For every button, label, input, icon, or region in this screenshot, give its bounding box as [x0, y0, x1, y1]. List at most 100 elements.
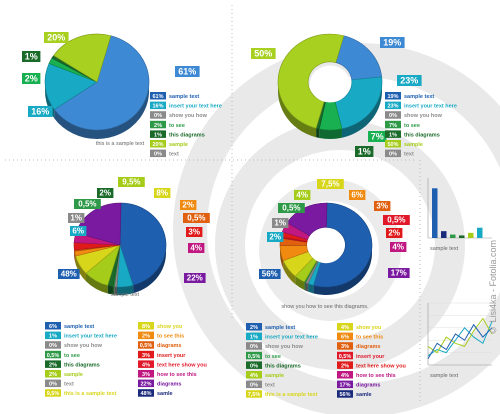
- top-left-value-label: 20%: [44, 32, 69, 43]
- top-right-label-text: 19%: [383, 38, 401, 48]
- bottom-right-legend-text: to see: [265, 354, 281, 360]
- bottom-right-legend-value: 17%: [339, 383, 350, 389]
- bottom-left-label-text: 0,5%: [187, 214, 205, 223]
- bottom-left-label-text: 48%: [61, 270, 77, 279]
- mini-line-series: [427, 323, 493, 360]
- bottom-right-legend-value: 7,5%: [248, 392, 261, 398]
- top-left-legend-value: 2%: [154, 123, 162, 129]
- bottom-right-legend-item: 7,5% this is a sample text: [246, 390, 317, 398]
- bottom-left-label-box: [188, 243, 205, 253]
- bottom-left-legend-value: 4%: [142, 362, 150, 368]
- top-right-value-label: 23%: [397, 75, 422, 86]
- bottom-right-label-text: 4%: [392, 243, 404, 252]
- top-left-legend-swatch: [150, 130, 166, 138]
- top-left-legend-text: show you how: [169, 113, 208, 119]
- bottom-right-label-box: [383, 215, 410, 225]
- bottom-left-label-box: [154, 188, 171, 198]
- bottom-right-legend-value: 0%: [250, 344, 258, 350]
- bottom-left-label-text: 2%: [182, 201, 194, 210]
- bottom-right-label-text: 1%: [274, 219, 286, 228]
- bottom-left-value-label: 0,5%: [74, 199, 101, 209]
- bottom-right-legend-text: text: [265, 383, 275, 389]
- bottom-left-legend-value: 9,5%: [47, 391, 60, 397]
- bottom-right-legend-swatch: [246, 380, 262, 389]
- mini-bar: [477, 227, 483, 238]
- bottom-right-legend-swatch: [337, 390, 353, 398]
- top-right-legend-swatch: [385, 130, 401, 138]
- top-left-legend-swatch: [150, 140, 166, 148]
- bottom-left-legend-swatch: [45, 389, 61, 397]
- bottom-left-legend-value: 3%: [142, 372, 150, 378]
- top-left-legend-text: insert your text here: [169, 104, 222, 110]
- bottom-left-label-box: [118, 177, 145, 187]
- bottom-left-legend-swatch: [45, 370, 61, 378]
- top-left-chart: 61% 16% 2% 1% 20% this is a sample text: [22, 32, 200, 147]
- bottom-right-legend-swatch: [337, 351, 353, 360]
- top-right-value-label: 19%: [380, 37, 405, 48]
- top-right-label-text: 50%: [254, 49, 272, 59]
- bottom-left-value-label: 6%: [70, 226, 87, 236]
- bottom-left-legend-text: diagrams: [157, 343, 181, 349]
- bottom-left-legend-text: this diagrams: [64, 362, 100, 368]
- bottom-left-legend-text: how to see this: [157, 372, 197, 378]
- mini-bar-caption: sample text: [430, 246, 459, 252]
- top-right-slice-side: [341, 76, 382, 138]
- bottom-left-label-text: 2%: [99, 189, 111, 198]
- bottom-right-legend-text: how to see this: [356, 373, 396, 379]
- bottom-right-legend-text: insert your text here: [265, 335, 318, 341]
- top-right-value-label: 1%: [355, 146, 374, 157]
- bottom-right-legend-value: 4%: [341, 373, 349, 379]
- bottom-left-value-label: 3%: [186, 227, 203, 237]
- top-left-legend-swatch: [150, 149, 166, 158]
- bottom-right-legend-text: to see this: [356, 335, 383, 341]
- bottom-right-label-text: 0,5%: [387, 216, 405, 225]
- bottom-right-caption: show you how to see this diagrams.: [281, 304, 369, 310]
- bottom-right-label-text: 2%: [269, 233, 281, 242]
- bottom-left-value-label: 22%: [184, 273, 206, 283]
- bottom-left-legend-value: 0%: [49, 382, 57, 388]
- top-left-legend-swatch: [150, 92, 166, 100]
- top-right-legend-value: 23%: [387, 104, 398, 110]
- bottom-left-slice-side: [107, 285, 113, 295]
- bottom-right-value-label: 6%: [349, 190, 366, 200]
- bottom-left-legend-text: to see: [64, 353, 80, 359]
- bottom-left-legend-swatch: [45, 322, 61, 330]
- top-left-value-label: 1%: [22, 51, 41, 62]
- mini-bar: [468, 232, 474, 238]
- top-right-legend-value: 0%: [389, 113, 397, 119]
- bottom-right-legend-value: 2%: [250, 325, 258, 331]
- top-right-legend-text: text: [404, 152, 414, 158]
- top-left-legend-item: 2% to see: [150, 120, 185, 129]
- bottom-left-legend-item: 9,5% this is a sample text: [45, 389, 116, 397]
- bottom-right-value-label: 3%: [374, 201, 391, 211]
- bottom-right-legend-item: 4% show you: [337, 323, 381, 331]
- bottom-left-value-label: 8%: [154, 188, 171, 198]
- bottom-left-legend-item: 2% this diagrams: [45, 360, 100, 368]
- top-right-label-box: [251, 48, 276, 59]
- bottom-right-legend-value: 0%: [250, 363, 258, 369]
- bottom-left-slice-side: [74, 251, 76, 265]
- bottom-right-legend-item: 4% how to see this: [337, 371, 396, 379]
- bottom-left-legend-item: 0,5% diagrams: [138, 341, 181, 349]
- bottom-left-legend-swatch: [45, 341, 61, 349]
- bottom-right-donut-hole: [308, 230, 344, 264]
- bottom-right-label-text: 2%: [388, 229, 400, 238]
- bottom-left-label-box: [70, 226, 87, 236]
- bottom-left-label-text: 1%: [70, 214, 82, 223]
- bottom-right-slice-side: [305, 282, 309, 292]
- bottom-right-legend-text: sample text: [265, 325, 295, 331]
- bottom-right-legend-item: 4% sample: [246, 371, 284, 379]
- bottom-right-legend-item: 0,5% insert your: [337, 351, 385, 360]
- bottom-right-legend-swatch: [246, 371, 262, 379]
- top-right-legend-value: 1%: [389, 132, 397, 138]
- bottom-right-label-box: [294, 190, 311, 200]
- top-right-legend-text: to see: [404, 123, 420, 129]
- bottom-left-legend-text: sample: [64, 372, 83, 378]
- bottom-left-label-box: [74, 199, 101, 209]
- top-right-value-label: 7%: [368, 131, 387, 142]
- bottom-right-legend-swatch: [246, 342, 262, 350]
- top-right-slice: [277, 33, 345, 129]
- top-left-label-text: 20%: [47, 33, 65, 43]
- bottom-right-legend-item: 3% diagrams: [337, 342, 380, 350]
- bottom-left-legend-text: samle: [157, 391, 173, 397]
